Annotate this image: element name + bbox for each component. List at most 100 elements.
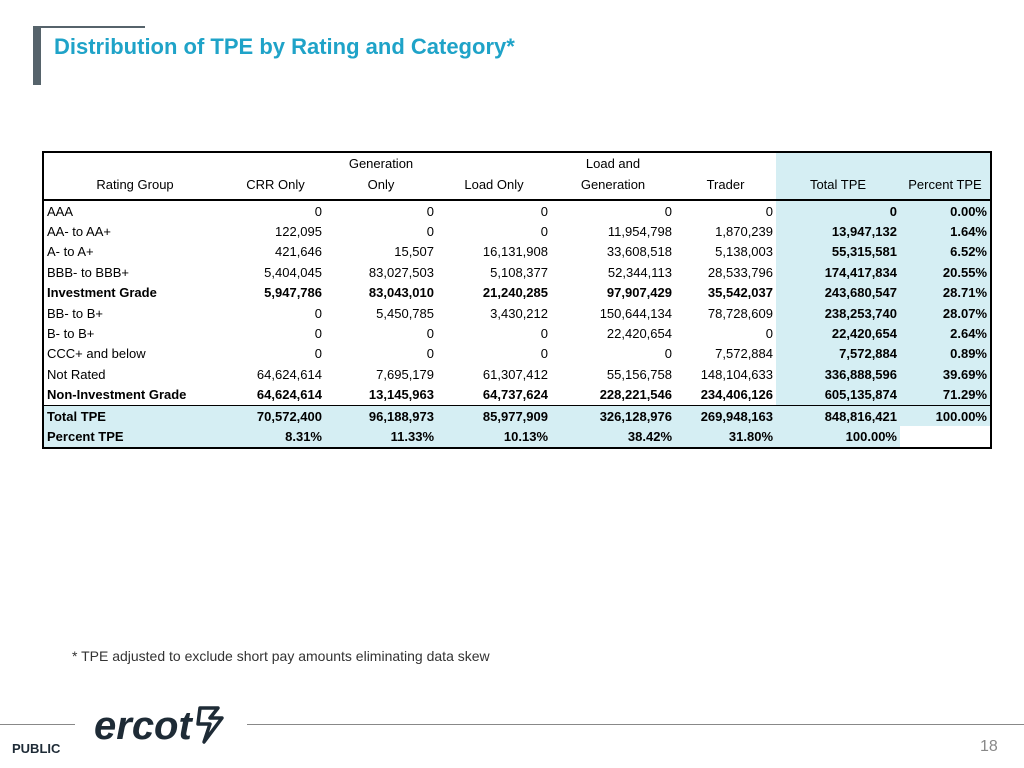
cell-load-and-generation: 0	[664, 346, 672, 362]
cell-crr-only: 5,404,045	[264, 264, 322, 280]
table-header-row: Rating Group CRR Only Generation Only Loa…	[43, 152, 991, 201]
cell-generation-only: 0	[426, 346, 434, 362]
cell-load-only: 0	[540, 203, 548, 219]
col-header-trader: Trader	[675, 152, 776, 201]
cell-trader: 148,104,633	[700, 366, 773, 382]
cell-trader: 28,533,796	[707, 264, 773, 280]
cell-total-tpe: 336,888,596	[776, 364, 900, 385]
cell-percent-tpe: 28.07%	[900, 302, 991, 324]
cell-generation-only: 0	[426, 224, 434, 240]
cell-generation-only: 13,145,963	[368, 387, 434, 403]
cell-generation-only: 96,188,973	[325, 404, 437, 427]
subtotal-row-investment-grade: Investment Grade 5,947,786 83,043,010 21…	[43, 282, 991, 303]
ercot-logo: ercot	[94, 704, 224, 748]
cell-crr-only: 64,624,614	[256, 387, 322, 403]
cell-percent-tpe: 100.00%	[900, 404, 991, 427]
row-label: AAA	[47, 203, 74, 219]
cell-generation-only: 83,027,503	[368, 264, 434, 280]
cell-load-only: 10.13%	[503, 428, 548, 444]
cell-load-only: 61,307,412	[482, 366, 548, 382]
logo-bolt-icon	[196, 706, 224, 744]
cell-load-only: 0	[540, 326, 548, 342]
col-header-generation-only-line2: Only	[367, 177, 395, 192]
footnote: * TPE adjusted to exclude short pay amou…	[72, 648, 490, 664]
cell-crr-only: 70,572,400	[226, 404, 325, 427]
cell-crr-only: 8.31%	[285, 428, 322, 444]
cell-crr-only: 421,646	[275, 244, 322, 260]
cell-load-and-generation: 326,128,976	[551, 404, 675, 427]
table-row: BB- to B+ 0 5,450,785 3,430,212 150,644,…	[43, 302, 991, 324]
cell-generation-only: 7,695,179	[376, 366, 434, 382]
total-row: Total TPE 70,572,400 96,188,973 85,977,9…	[43, 404, 991, 427]
cell-percent-tpe: 39.69%	[900, 364, 991, 385]
cell-percent-tpe: 1.64%	[900, 221, 991, 242]
table-row: AA- to AA+ 122,095 0 0 11,954,798 1,870,…	[43, 221, 991, 242]
row-label: AA- to AA+	[47, 224, 111, 240]
cell-percent-tpe: 28.71%	[900, 282, 991, 303]
cell-crr-only: 0	[314, 326, 322, 342]
cell-total-tpe: 605,135,874	[776, 384, 900, 406]
cell-load-and-generation: 228,221,546	[599, 387, 672, 403]
cell-load-only: 3,430,212	[490, 305, 548, 321]
row-label: CCC+ and below	[47, 346, 146, 362]
cell-load-only: 64,737,624	[482, 387, 548, 403]
cell-load-and-generation: 11,954,798	[607, 224, 672, 240]
footer-divider-right	[247, 724, 1024, 725]
cell-crr-only: 0	[314, 346, 322, 362]
row-label: BB- to B+	[47, 305, 103, 321]
cell-generation-only: 11.33%	[390, 428, 434, 444]
cell-trader: 31.80%	[728, 428, 773, 444]
cell-load-only: 5,108,377	[490, 264, 548, 280]
cell-total-tpe: 174,417,834	[776, 262, 900, 283]
cell-load-only: 16,131,908	[482, 244, 548, 260]
cell-load-and-generation: 52,344,113	[607, 264, 672, 280]
cell-load-and-generation: 22,420,654	[606, 326, 672, 342]
col-header-load-only: Load Only	[437, 152, 551, 201]
cell-crr-only: 5,947,786	[264, 285, 322, 301]
cell-load-and-generation: 38.42%	[627, 428, 672, 444]
cell-trader: 35,542,037	[707, 285, 773, 301]
cell-total-tpe: 243,680,547	[776, 282, 900, 303]
cell-trader: 5,138,003	[715, 244, 773, 260]
page-number: 18	[980, 738, 998, 755]
page-title: Distribution of TPE by Rating and Catego…	[54, 34, 515, 59]
cell-percent-tpe: 0.89%	[900, 343, 991, 365]
row-label: Non-Investment Grade	[47, 387, 187, 403]
cell-trader: 1,870,239	[715, 224, 773, 240]
cell-total-tpe: 55,315,581	[776, 241, 900, 263]
cell-total-tpe: 22,420,654	[776, 323, 900, 344]
logo-wordmark: ercot	[94, 704, 193, 748]
table-row: A- to A+ 421,646 15,507 16,131,908 33,60…	[43, 241, 991, 263]
classification-label: PUBLIC	[12, 741, 61, 756]
row-label: B- to B+	[47, 326, 95, 342]
cell-total-tpe: 100.00%	[845, 428, 897, 444]
cell-load-and-generation: 97,907,429	[606, 285, 672, 301]
cell-generation-only: 5,450,785	[376, 305, 434, 321]
col-header-load-and-generation-line2: Generation	[580, 177, 646, 192]
cell-trader: 269,948,163	[675, 404, 776, 427]
cell-total-tpe: 0	[776, 200, 900, 222]
cell-trader: 234,406,126	[700, 387, 773, 403]
cell-load-and-generation: 0	[664, 203, 672, 219]
cell-crr-only: 122,095	[275, 224, 322, 240]
cell-load-only: 0	[540, 346, 548, 362]
cell-load-and-generation: 55,156,758	[606, 366, 672, 382]
col-header-generation-only: Generation Only	[325, 152, 437, 201]
percent-row: Percent TPE 8.31% 11.33% 10.13% 38.42% 3…	[43, 426, 991, 448]
cell-generation-only: 15,507	[394, 244, 434, 260]
cell-percent-tpe: 71.29%	[900, 384, 991, 406]
cell-percent-tpe: 2.64%	[900, 323, 991, 344]
row-label: A- to A+	[47, 244, 94, 260]
cell-crr-only: 64,624,614	[256, 366, 322, 382]
row-label: Investment Grade	[47, 285, 157, 301]
col-header-total-tpe: Total TPE	[776, 152, 900, 201]
row-label: Percent TPE	[47, 428, 124, 444]
cell-total-tpe: 13,947,132	[776, 221, 900, 242]
cell-load-and-generation: 33,608,518	[606, 244, 672, 260]
table-row: Not Rated 64,624,614 7,695,179 61,307,41…	[43, 364, 991, 385]
cell-total-tpe: 7,572,884	[776, 343, 900, 365]
cell-trader: 7,572,884	[715, 346, 773, 362]
title-accent-line	[33, 26, 145, 28]
cell-load-only: 0	[540, 224, 548, 240]
row-label: Not Rated	[47, 366, 106, 382]
